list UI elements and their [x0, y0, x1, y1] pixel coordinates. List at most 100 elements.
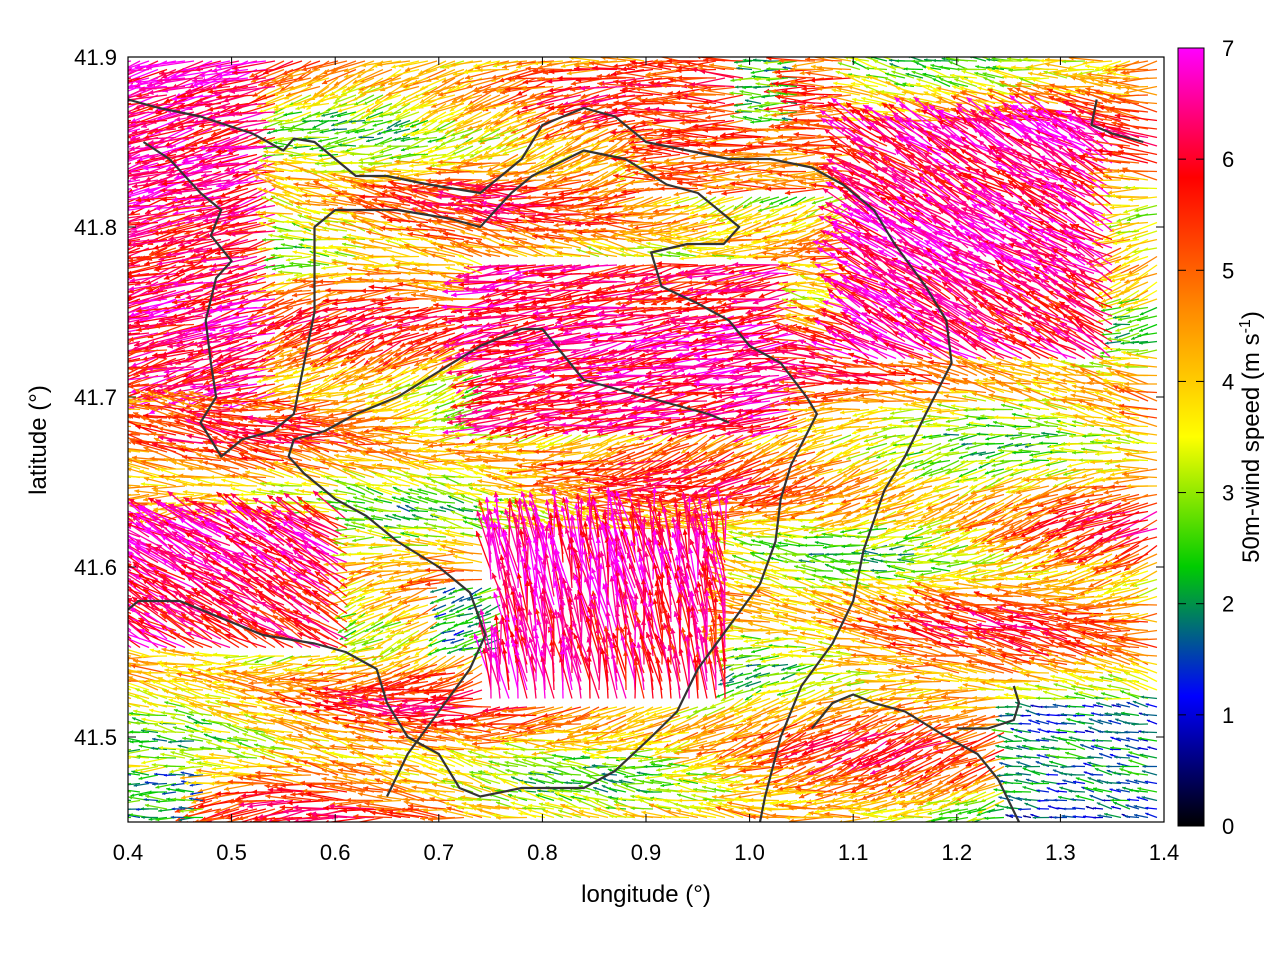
- wind-vector: [301, 60, 339, 71]
- wind-vector-head: [575, 77, 582, 83]
- wind-vector-head: [148, 89, 154, 95]
- wind-vector-head: [105, 240, 111, 245]
- wind-vector-head: [106, 137, 112, 142]
- wind-vector-head: [88, 122, 94, 127]
- wind-vector-head: [948, 61, 953, 65]
- wind-vector: [258, 68, 294, 86]
- wind-vector: [1111, 72, 1140, 79]
- wind-vector: [1082, 60, 1113, 64]
- wind-vector-head: [750, 70, 755, 75]
- wind-vector-head: [92, 184, 98, 189]
- wind-vector-head: [817, 65, 822, 71]
- wind-vector-head: [85, 195, 91, 200]
- wind-vector-head: [676, 68, 682, 74]
- wind-vector-head: [1039, 58, 1044, 63]
- wind-vector-head: [1111, 72, 1117, 77]
- wind-vector: [1063, 74, 1095, 79]
- wind-vector-head: [438, 91, 444, 97]
- wind-vector-head: [422, 91, 428, 96]
- wind-vector-head: [452, 97, 458, 102]
- wind-vector-head: [134, 64, 141, 70]
- wind-vector-head: [335, 97, 340, 101]
- wind-vector-head: [505, 86, 511, 92]
- wind-vector-head: [804, 57, 811, 62]
- wind-vector-head: [100, 205, 105, 210]
- wind-vector: [128, 145, 132, 148]
- wind-vector: [425, 60, 456, 73]
- wind-vector-head: [109, 144, 115, 149]
- wind-vector-head: [903, 67, 908, 71]
- wind-vector-head: [341, 91, 346, 96]
- wind-vector-head: [86, 189, 92, 194]
- wind-vector-head: [935, 74, 940, 79]
- wind-vector-head: [499, 89, 506, 95]
- wind-vector-head: [114, 174, 120, 179]
- wind-vector-head: [939, 65, 943, 69]
- wind-vector: [600, 57, 636, 62]
- wind-vector: [1120, 68, 1158, 74]
- wind-vector: [776, 75, 816, 79]
- wind-vector-head: [121, 76, 127, 81]
- wind-vector-head: [932, 58, 936, 63]
- wind-vector: [891, 70, 915, 79]
- wind-vector-head: [391, 64, 396, 69]
- wind-vector-head: [128, 119, 130, 126]
- wind-vector: [434, 77, 465, 95]
- wind-vector: [378, 68, 402, 86]
- wind-vector-head: [372, 63, 378, 68]
- wind-vector: [592, 67, 636, 71]
- wind-vector-head: [301, 82, 306, 87]
- wind-vector: [321, 60, 357, 75]
- wind-vector-head: [108, 115, 114, 120]
- wind-vector: [1122, 77, 1158, 80]
- wind-vector: [139, 85, 186, 90]
- wind-vector-head: [778, 58, 784, 64]
- wind-vector-head: [924, 58, 928, 62]
- wind-vector-head: [492, 63, 498, 68]
- wind-vector-head: [1085, 64, 1090, 69]
- wind-vector: [681, 77, 726, 88]
- wind-vector: [418, 60, 447, 75]
- wind-vector-head: [121, 143, 127, 148]
- wind-vector: [598, 77, 645, 85]
- wind-vector-head: [106, 138, 112, 143]
- wind-vector-head: [356, 73, 362, 78]
- wind-vector: [128, 60, 141, 68]
- wind-vector-head: [388, 81, 393, 86]
- wind-vector-head: [872, 53, 876, 57]
- wind-vector-head: [1061, 59, 1066, 64]
- wind-vector-head: [358, 89, 363, 94]
- wind-vector-head: [98, 84, 104, 89]
- wind-vector-head: [974, 71, 979, 76]
- wind-vector-head: [1044, 62, 1050, 67]
- wind-vector-head: [116, 127, 122, 132]
- wind-vector-head: [624, 63, 630, 68]
- wind-vector: [1027, 72, 1059, 79]
- wind-vector-head: [676, 75, 683, 81]
- wind-vector: [1014, 76, 1041, 79]
- wind-vector: [546, 60, 582, 66]
- wind-vector: [1061, 60, 1086, 63]
- wind-vector: [262, 60, 303, 75]
- wind-vector-head: [89, 255, 95, 260]
- wind-vector-head: [444, 64, 450, 70]
- wind-vector: [264, 77, 303, 87]
- wind-vector: [408, 68, 438, 81]
- wind-vector: [645, 74, 681, 79]
- wind-vector-head: [596, 73, 602, 79]
- wind-vector-head: [92, 137, 98, 142]
- wind-vector: [343, 60, 375, 73]
- wind-vector-head: [1023, 57, 1028, 62]
- wind-vector-head: [113, 154, 119, 159]
- wind-vector-head: [146, 82, 153, 88]
- wind-vector: [458, 85, 492, 103]
- wind-vector-head: [93, 171, 99, 176]
- wind-vector-head: [1112, 67, 1118, 72]
- wind-vector-head: [1103, 64, 1108, 69]
- wind-vector: [1029, 68, 1059, 71]
- wind-vector-head: [473, 63, 478, 68]
- wind-vector: [291, 187, 321, 190]
- wind-vector: [128, 94, 132, 97]
- wind-vector-head: [516, 90, 523, 96]
- wind-vector-head: [615, 70, 621, 75]
